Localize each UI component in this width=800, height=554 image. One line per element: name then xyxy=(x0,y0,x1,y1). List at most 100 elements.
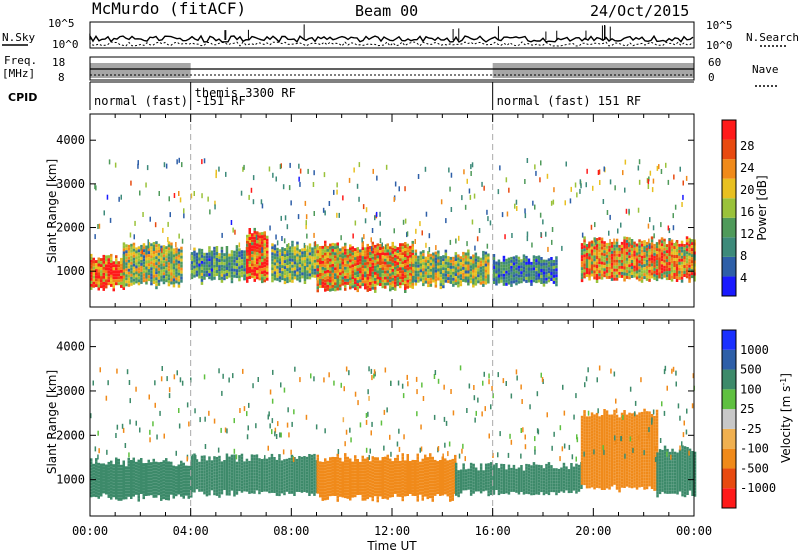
heatmap-cell xyxy=(122,287,125,290)
heatmap-cell xyxy=(165,249,168,253)
heatmap-cell xyxy=(228,471,231,475)
heatmap-cell xyxy=(500,279,503,283)
heatmap-cell xyxy=(598,276,601,280)
heatmap-cell xyxy=(520,277,523,281)
heatmap-cell xyxy=(255,234,258,240)
heatmap-cell xyxy=(404,251,407,254)
heatmap-cell xyxy=(379,250,382,253)
heatmap-cell xyxy=(283,257,287,261)
heatmap-cell xyxy=(376,175,378,181)
heatmap-cell xyxy=(258,265,261,269)
heatmap-cell xyxy=(250,463,254,467)
heatmap-cell xyxy=(261,274,264,278)
heatmap-cell xyxy=(595,280,599,283)
heatmap-cell xyxy=(258,470,261,474)
heatmap-cell xyxy=(351,282,354,286)
freq-label: Freq. xyxy=(4,54,37,67)
heatmap-cell xyxy=(90,283,93,287)
heatmap-cell xyxy=(120,482,123,486)
heatmap-cell xyxy=(324,464,327,468)
heatmap-cell xyxy=(293,246,297,250)
heatmap-cell xyxy=(371,244,374,248)
heatmap-cell xyxy=(371,486,374,490)
heatmap-cell xyxy=(97,480,100,484)
heatmap-cell xyxy=(195,477,199,481)
heatmap-cell xyxy=(398,186,400,192)
heatmap-cell xyxy=(203,473,206,477)
heatmap-cell xyxy=(288,252,292,256)
heatmap-cell xyxy=(449,259,453,263)
heatmap-cell xyxy=(349,470,352,474)
heatmap-cell xyxy=(321,479,324,483)
heatmap-cell xyxy=(635,276,639,280)
heatmap-cell xyxy=(598,240,601,244)
heatmap-cell xyxy=(353,167,355,173)
heatmap-cell xyxy=(472,254,475,258)
heatmap-cell xyxy=(326,463,329,467)
heatmap-cell xyxy=(336,474,339,478)
heatmap-cell xyxy=(416,483,419,487)
heatmap-cell xyxy=(230,457,234,461)
heatmap-cell xyxy=(170,467,173,471)
heatmap-cell xyxy=(303,459,306,462)
heatmap-cell xyxy=(256,261,259,265)
heatmap-cell xyxy=(256,267,259,271)
heatmap-cell xyxy=(366,243,369,247)
heatmap-cell xyxy=(246,273,249,277)
heatmap-cell xyxy=(437,277,440,281)
heatmap-cell xyxy=(90,259,93,263)
heatmap-cell xyxy=(198,248,201,252)
heatmap-cell xyxy=(190,459,194,463)
heatmap-cell xyxy=(243,268,246,272)
heatmap-cell xyxy=(381,496,384,499)
heatmap-cell xyxy=(404,472,407,476)
heatmap-cell xyxy=(409,245,412,249)
heatmap-cell xyxy=(459,271,463,275)
heatmap-cell xyxy=(638,266,641,270)
heatmap-cell xyxy=(328,201,331,206)
heatmap-cell xyxy=(439,283,443,287)
heatmap-cell xyxy=(305,480,309,484)
heatmap-cell xyxy=(356,265,359,269)
heatmap-cell xyxy=(305,489,309,493)
heatmap-cell xyxy=(474,273,478,277)
heatmap-cell xyxy=(117,261,120,265)
heatmap-cell xyxy=(668,265,671,268)
heatmap-cell xyxy=(452,259,455,263)
heatmap-cell xyxy=(346,474,349,478)
heatmap-cell xyxy=(406,282,409,286)
heatmap-cell xyxy=(300,483,304,487)
heatmap-cell xyxy=(313,489,316,493)
heatmap-cell xyxy=(414,478,417,481)
heatmap-cell xyxy=(220,485,224,489)
heatmap-cell xyxy=(152,275,156,278)
heatmap-cell xyxy=(349,286,352,290)
heatmap-cell xyxy=(605,266,609,270)
heatmap-cell xyxy=(339,281,342,285)
heatmap-cell xyxy=(110,259,113,263)
heatmap-cell xyxy=(293,273,297,277)
heatmap-cell xyxy=(167,464,170,468)
heatmap-cell xyxy=(296,265,299,269)
heatmap-cell xyxy=(255,478,259,482)
heatmap-cell xyxy=(115,475,118,479)
heatmap-cell xyxy=(180,475,183,479)
heatmap-cell xyxy=(203,267,206,271)
heatmap-cell xyxy=(341,482,344,486)
heatmap-cell xyxy=(165,246,168,250)
heatmap-cell xyxy=(321,491,324,495)
heatmap-cell xyxy=(213,249,216,253)
heatmap-cell xyxy=(122,478,125,482)
heatmap-cell xyxy=(354,260,357,264)
heatmap-cell xyxy=(120,275,123,279)
heatmap-cell xyxy=(329,243,332,247)
heatmap-cell xyxy=(261,244,264,248)
heatmap-cell xyxy=(150,492,153,496)
heatmap-cell xyxy=(261,280,264,284)
heatmap-cell xyxy=(288,249,292,253)
heatmap-cell xyxy=(316,277,319,281)
heatmap-cell xyxy=(107,273,110,277)
heatmap-cell xyxy=(401,453,404,457)
heatmap-cell xyxy=(296,271,299,275)
